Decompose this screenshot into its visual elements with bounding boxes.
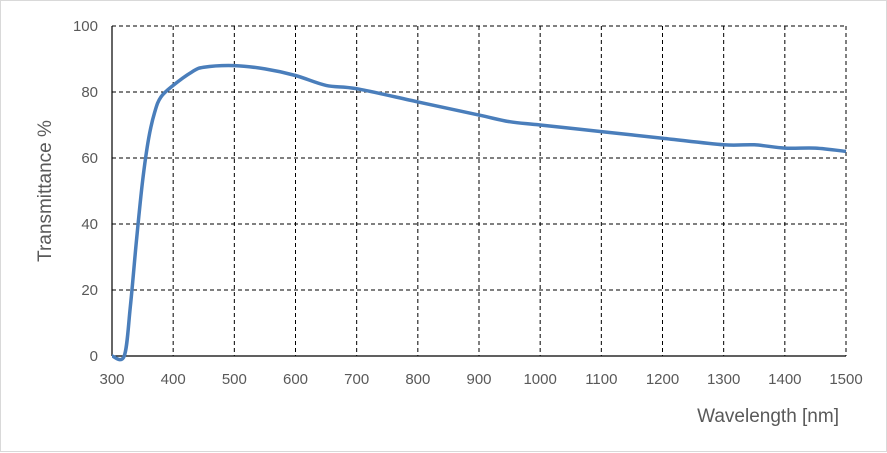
x-tick-label: 700 bbox=[344, 371, 369, 388]
x-tick-label: 400 bbox=[161, 371, 186, 388]
x-tick-label: 1500 bbox=[829, 371, 862, 388]
x-tick-label: 1000 bbox=[523, 371, 556, 388]
x-tick-label: 1200 bbox=[646, 371, 679, 388]
x-tick-label: 600 bbox=[283, 371, 308, 388]
transmittance-line bbox=[111, 63, 847, 362]
x-tick-label: 500 bbox=[222, 371, 247, 388]
x-tick-label: 1400 bbox=[768, 371, 801, 388]
plot-area bbox=[111, 63, 847, 362]
y-tick-label: 0 bbox=[90, 348, 98, 365]
y-axis-label: Transmittance % bbox=[35, 120, 56, 262]
y-tick-label: 40 bbox=[81, 216, 98, 233]
x-axis-label: Wavelength [nm] bbox=[697, 406, 839, 427]
x-tick-label: 800 bbox=[405, 371, 430, 388]
x-tick-label: 300 bbox=[99, 371, 124, 388]
y-tick-label: 80 bbox=[81, 84, 98, 101]
x-tick-label: 900 bbox=[466, 371, 491, 388]
y-tick-label: 60 bbox=[81, 150, 98, 167]
y-tick-label: 100 bbox=[73, 18, 98, 35]
x-tick-label: 1300 bbox=[707, 371, 740, 388]
tick-labels: 0 20 40 60 80 100 300 400 500 600 700 800 900 1000 110… bbox=[73, 18, 863, 388]
grid bbox=[111, 25, 847, 357]
x-tick-label: 1100 bbox=[585, 371, 617, 388]
y-tick-label: 20 bbox=[81, 282, 98, 299]
